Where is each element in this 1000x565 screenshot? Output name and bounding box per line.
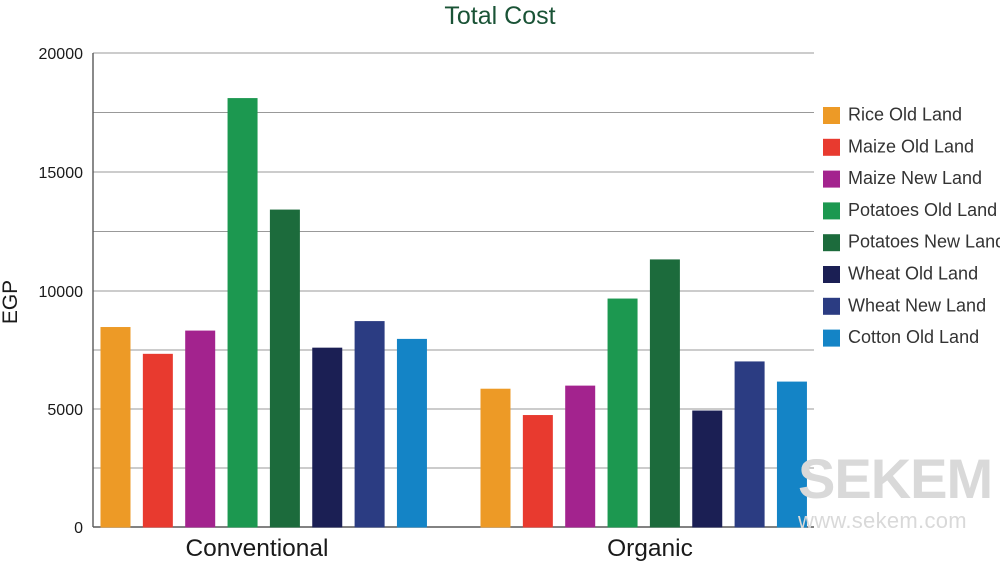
svg-text:0: 0 — [74, 520, 83, 537]
svg-text:EGP: EGP — [0, 280, 22, 324]
svg-text:5000: 5000 — [47, 402, 83, 419]
svg-text:Potatoes Old Land: Potatoes Old Land — [848, 200, 997, 220]
svg-text:Conventional: Conventional — [185, 535, 328, 562]
svg-text:Organic: Organic — [607, 535, 693, 562]
svg-text:Potatoes New Land: Potatoes New Land — [848, 232, 1000, 252]
svg-text:Total Cost: Total Cost — [444, 2, 555, 30]
svg-text:Wheat Old Land: Wheat Old Land — [848, 264, 978, 284]
svg-text:SEKEM: SEKEM — [798, 447, 992, 510]
svg-text:Cotton Old Land: Cotton Old Land — [848, 327, 979, 347]
svg-text:Maize Old Land: Maize Old Land — [848, 136, 974, 156]
svg-text:Wheat New Land: Wheat New Land — [848, 295, 986, 315]
svg-text:20000: 20000 — [39, 46, 84, 63]
svg-text:Rice Old Land: Rice Old Land — [848, 105, 962, 125]
svg-text:Maize New Land: Maize New Land — [848, 168, 982, 188]
svg-text:10000: 10000 — [39, 284, 84, 301]
svg-text:www.sekem.com: www.sekem.com — [797, 508, 967, 533]
svg-text:15000: 15000 — [39, 165, 84, 182]
